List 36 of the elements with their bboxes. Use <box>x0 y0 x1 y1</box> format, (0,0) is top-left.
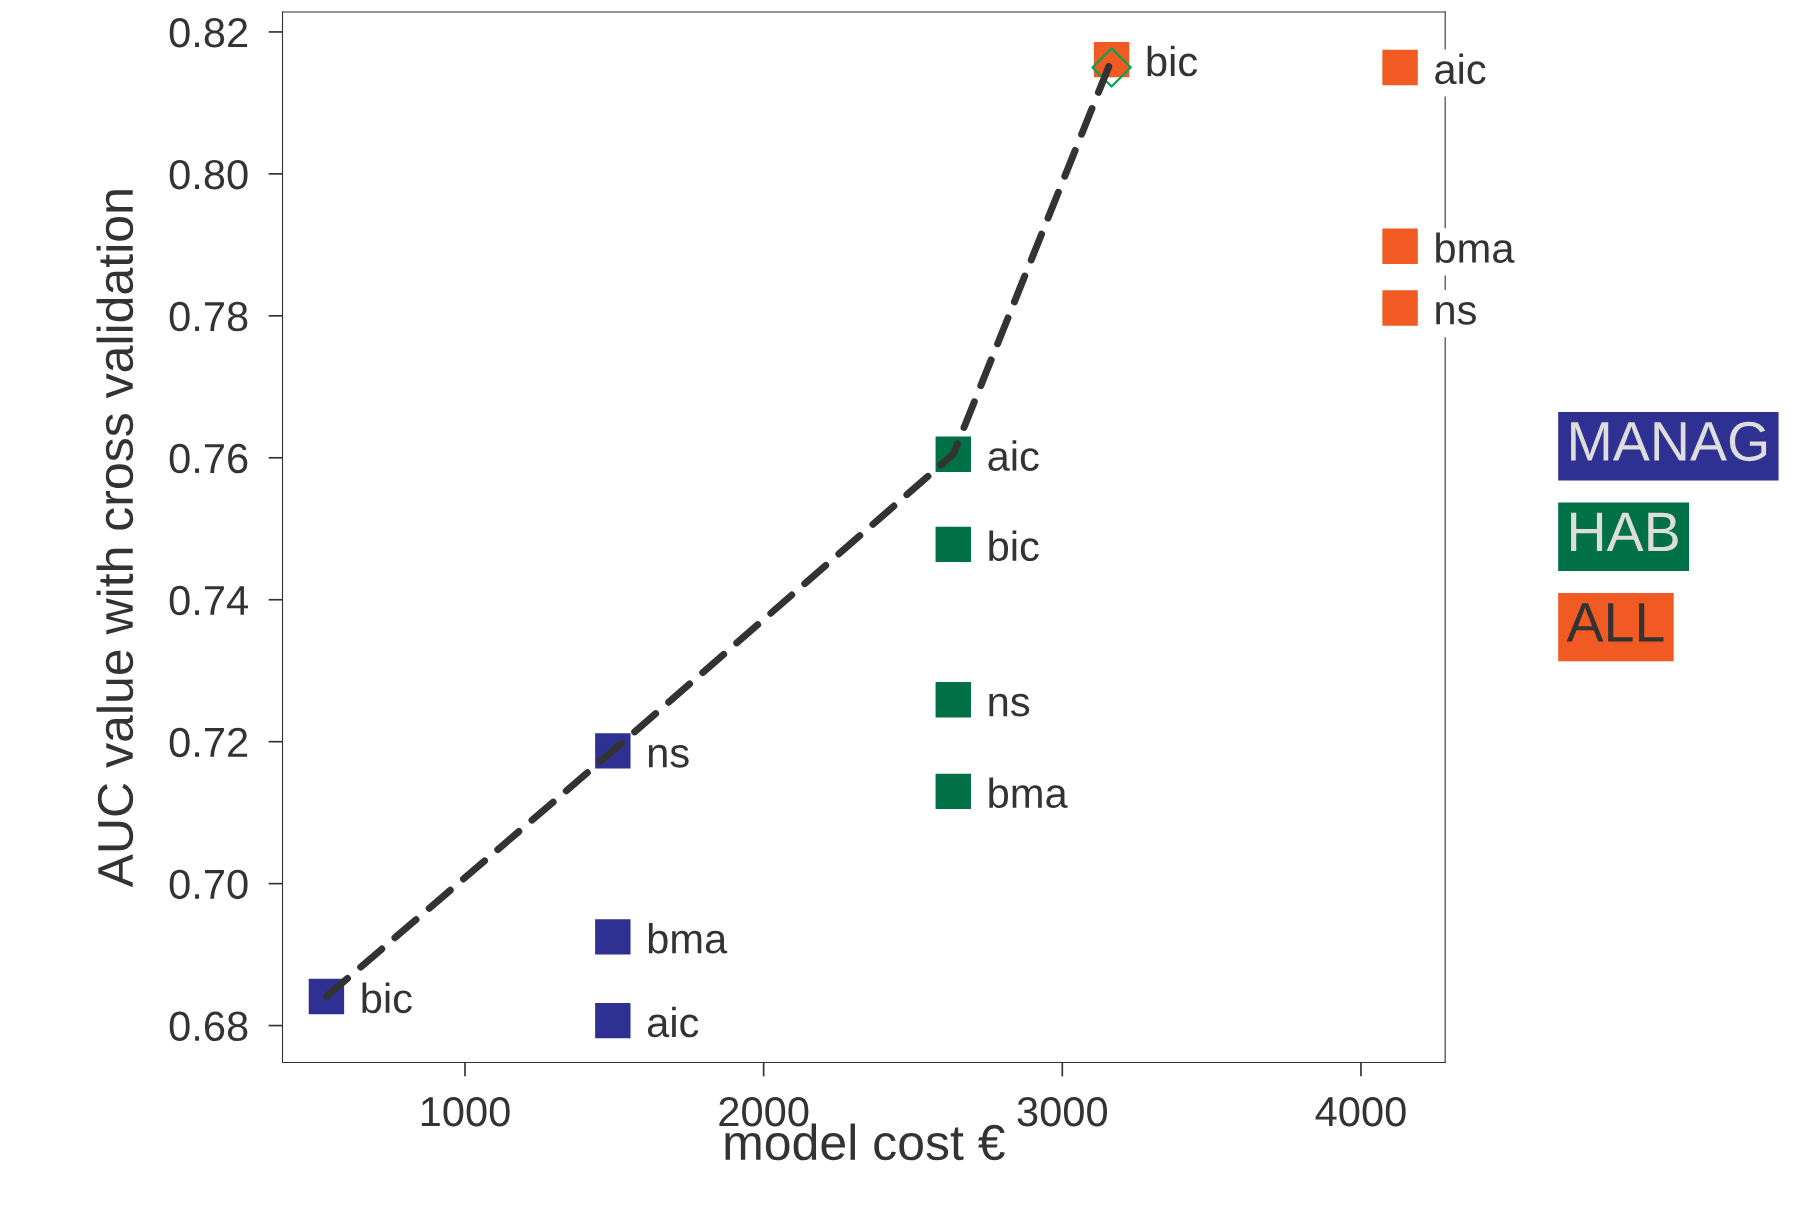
y-tick-label: 0.82 <box>169 17 248 48</box>
text: HAB <box>1571 512 1678 552</box>
data-label: aic <box>1435 53 1486 85</box>
point <box>935 773 971 810</box>
y-tick-label: 0.76 <box>169 443 248 474</box>
y-axis-title: AUC value with cross validation <box>96 190 134 888</box>
data-label: aic <box>647 1006 699 1038</box>
data-label: ns <box>989 693 1030 717</box>
point <box>935 682 971 718</box>
y-tick-label: 0.68 <box>169 1011 248 1042</box>
data-label: bma <box>989 777 1068 809</box>
data-label: bic <box>1147 45 1198 77</box>
data-label: ns <box>648 744 689 768</box>
y-tick-label: 0.70 <box>169 869 248 900</box>
point <box>1382 290 1418 326</box>
text: ALL <box>1566 603 1664 642</box>
y-tick-label: 0.74 <box>169 585 248 616</box>
text: MANAG <box>1571 421 1767 462</box>
x-tick-label: 3000 <box>1017 1096 1108 1127</box>
point <box>1382 228 1418 264</box>
point <box>1091 47 1132 88</box>
data-label: ns <box>1436 301 1476 325</box>
x-tick-label: 4000 <box>1315 1096 1406 1127</box>
data-label: aic <box>988 440 1039 471</box>
y-tick-label: 0.72 <box>169 727 248 758</box>
point <box>595 919 631 955</box>
data-label: bic <box>989 530 1039 562</box>
data-label: bic <box>362 982 412 1014</box>
data-label: bma <box>648 923 728 954</box>
point <box>935 526 971 563</box>
x-tick-label: 1000 <box>421 1096 510 1127</box>
data-label: bma <box>1436 232 1515 264</box>
y-tick-label: 0.80 <box>169 159 248 190</box>
y-tick-label: 0.78 <box>169 301 248 332</box>
point <box>1382 49 1418 86</box>
point <box>595 1002 631 1039</box>
